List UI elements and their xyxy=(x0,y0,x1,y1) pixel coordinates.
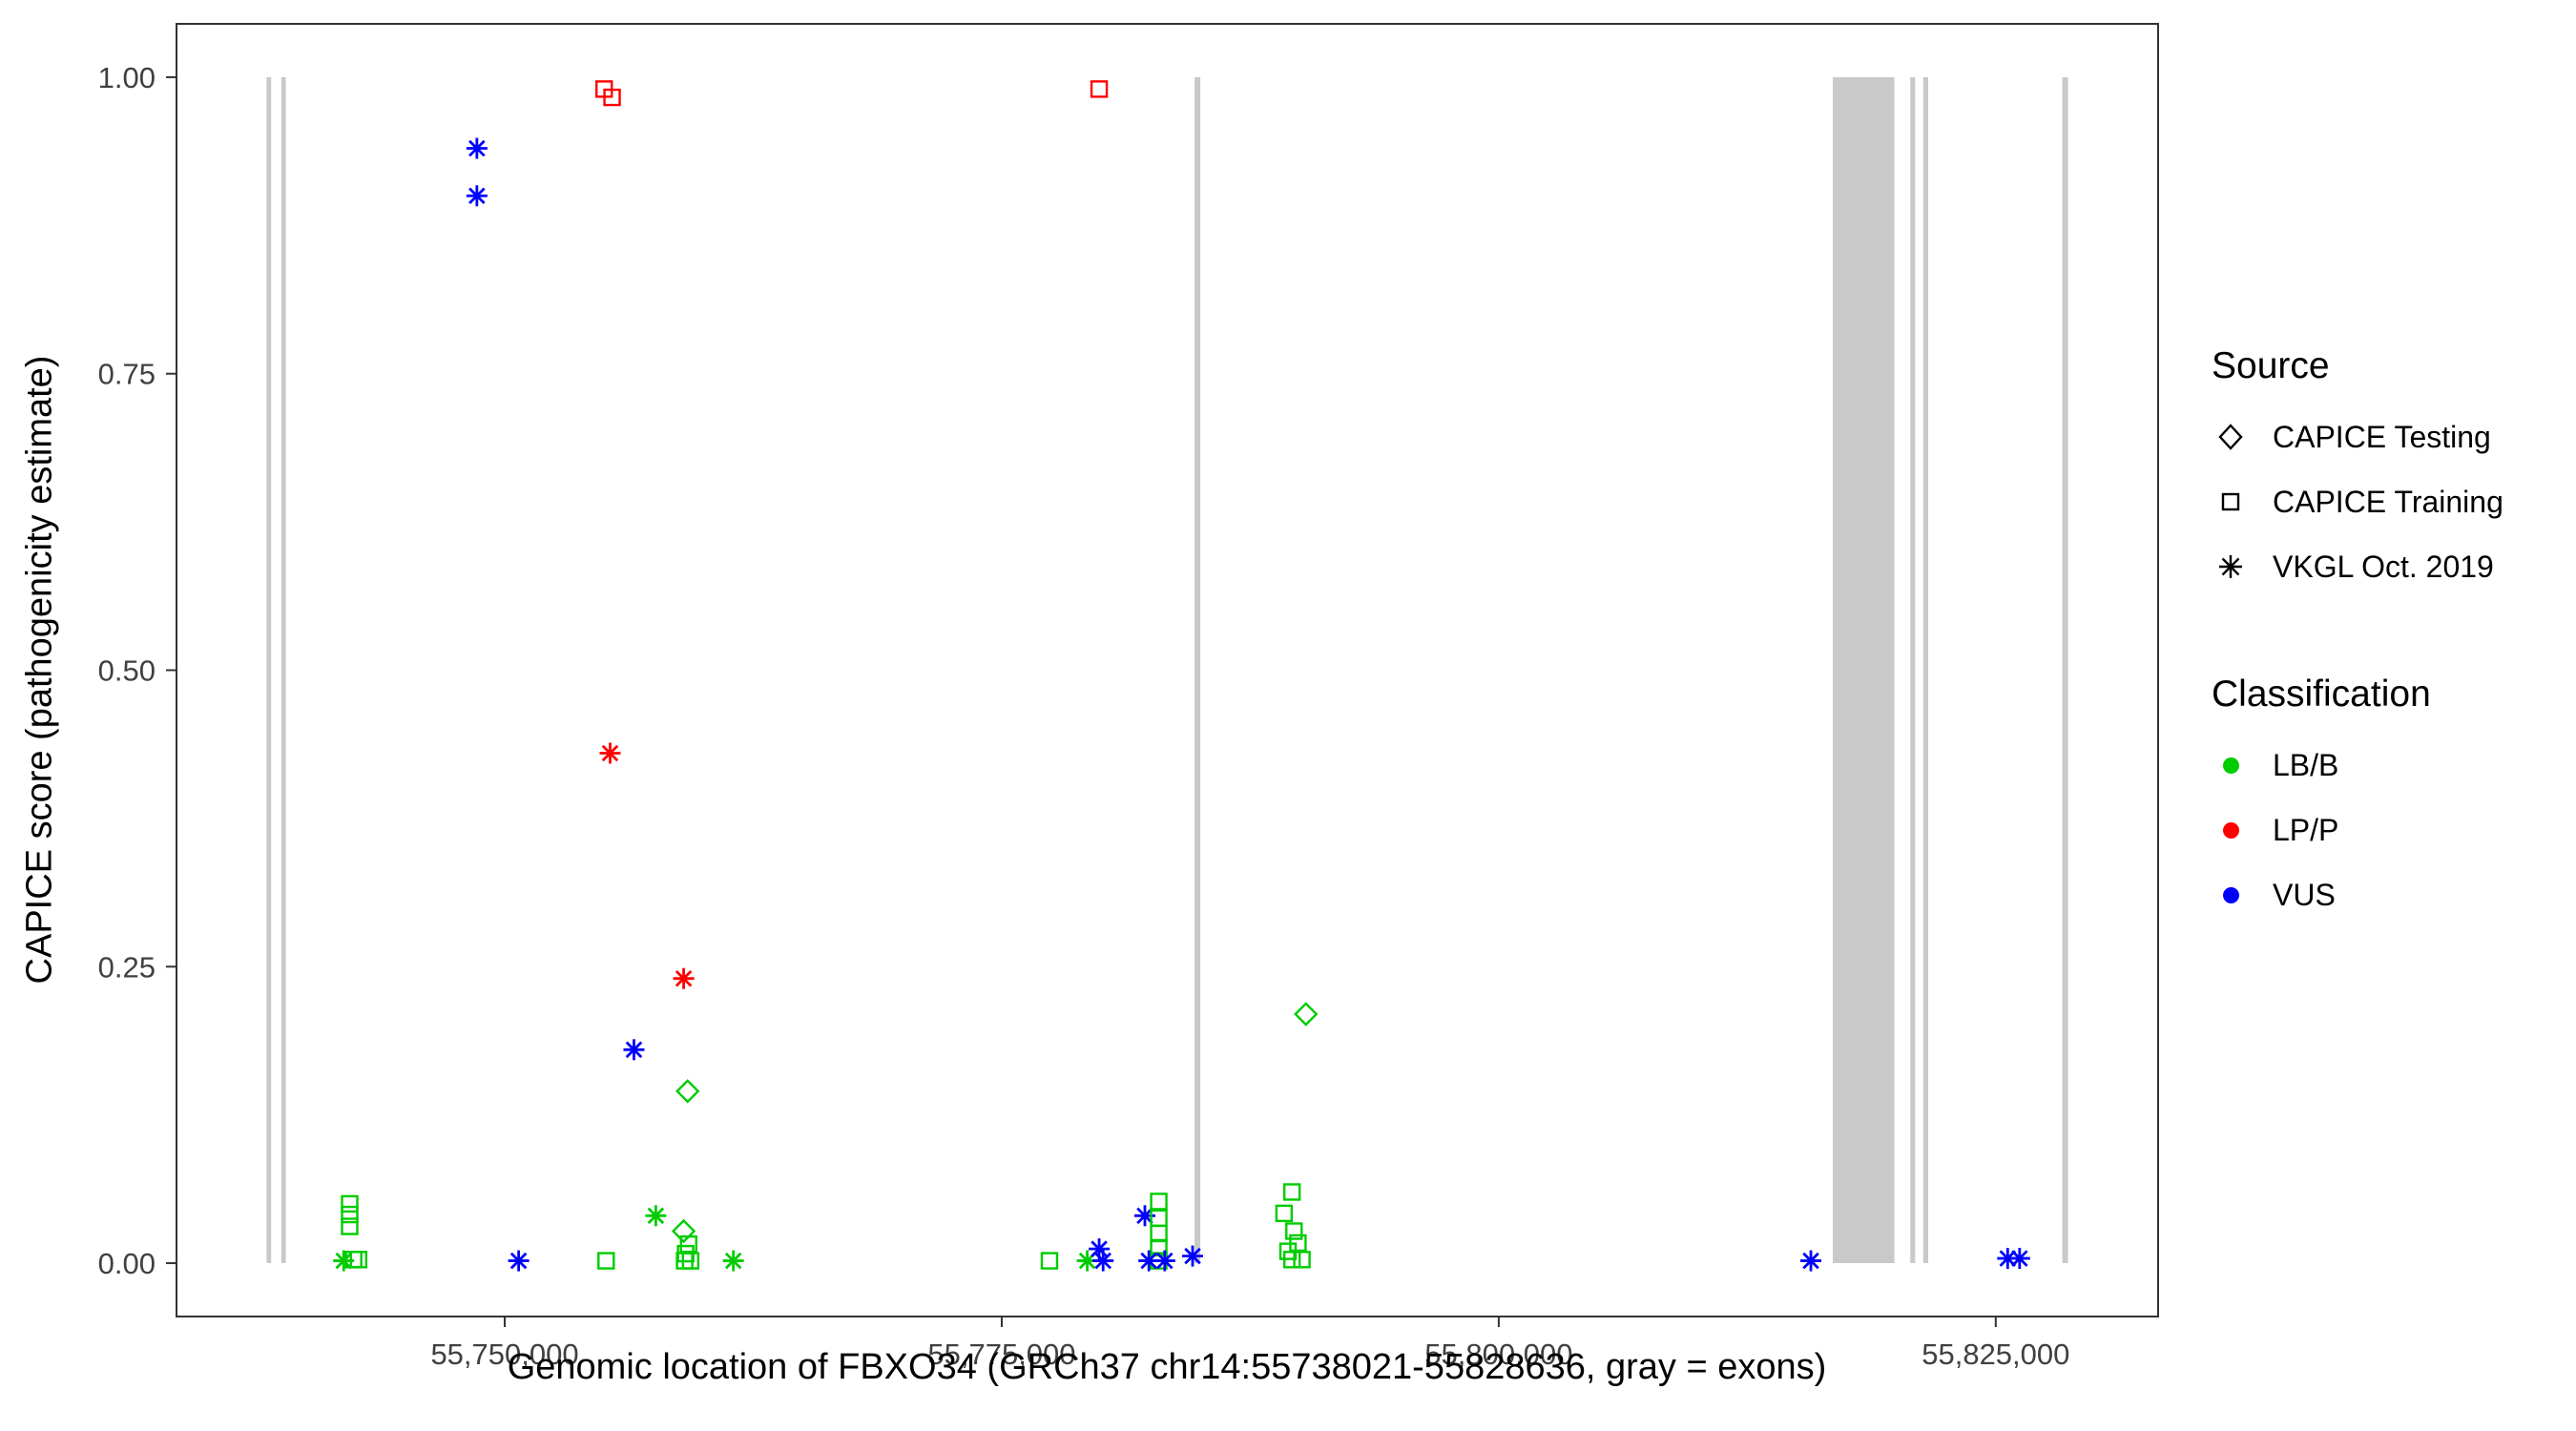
legend-item-capice-testing: CAPICE Testing xyxy=(2212,418,2574,456)
data-point xyxy=(1800,1250,1822,1272)
legend-classification-title: Classification xyxy=(2212,674,2431,715)
data-point xyxy=(349,1251,368,1269)
x-axis-title: Genomic location of FBXO34 (GRCh37 chr14… xyxy=(507,1347,1827,1387)
legend-item-label: VUS xyxy=(2273,877,2336,912)
exon-region xyxy=(1910,76,1916,1263)
data-point xyxy=(1153,1250,1175,1272)
data-point xyxy=(466,185,488,207)
legend-item-lbb: LB/B xyxy=(2212,746,2574,784)
data-point xyxy=(508,1250,530,1272)
legend-item-capice-training: CAPICE Training xyxy=(2212,483,2574,521)
data-point xyxy=(681,1252,700,1270)
data-point xyxy=(1293,1251,1311,1269)
legend-section-classification: Classification LB/B LP/P VUS xyxy=(2212,674,2574,914)
exon-region xyxy=(1833,76,1895,1263)
data-point xyxy=(1282,1183,1301,1201)
data-point xyxy=(623,1039,645,1061)
data-point xyxy=(466,137,488,159)
data-point xyxy=(2008,1248,2030,1270)
vus-dot-icon xyxy=(2212,876,2250,914)
data-point xyxy=(1150,1224,1168,1243)
data-point xyxy=(1181,1245,1203,1267)
data-point xyxy=(341,1205,359,1224)
y-tick-label: 1.00 xyxy=(98,61,156,94)
data-point xyxy=(1285,1222,1303,1240)
legend: Source CAPICE Testing CAPICE Training xyxy=(2212,345,2574,1002)
legend-item-label: VKGL Oct. 2019 xyxy=(2273,549,2494,584)
lbb-dot-icon xyxy=(2212,746,2250,784)
x-tick-label: 55,775,000 xyxy=(927,1338,1075,1371)
y-tick-label: 0.50 xyxy=(98,654,156,688)
data-point xyxy=(341,1194,359,1213)
data-point xyxy=(645,1205,667,1227)
y-tick-label: 0.00 xyxy=(98,1247,156,1280)
data-point xyxy=(1294,1002,1319,1027)
data-point xyxy=(1092,1250,1114,1272)
data-point xyxy=(675,1079,700,1104)
exon-region xyxy=(2062,76,2068,1263)
data-point xyxy=(1090,80,1109,98)
legend-item-vkgl: VKGL Oct. 2019 xyxy=(2212,548,2574,586)
legend-item-label: LB/B xyxy=(2273,747,2339,782)
y-tick-label: 0.25 xyxy=(98,950,156,984)
data-point xyxy=(1282,1251,1301,1269)
data-point xyxy=(1275,1204,1294,1223)
legend-item-vus: VUS xyxy=(2212,876,2574,914)
data-point xyxy=(603,88,621,107)
exon-region xyxy=(266,76,272,1263)
x-tick-label: 55,825,000 xyxy=(1922,1338,2069,1371)
x-tick-label: 55,800,000 xyxy=(1424,1338,1572,1371)
legend-section-source: Source CAPICE Testing CAPICE Training xyxy=(2212,345,2574,586)
exon-region xyxy=(1195,76,1201,1263)
data-point xyxy=(671,1218,696,1244)
x-tick-label: 55,750,000 xyxy=(430,1338,578,1371)
data-point xyxy=(1040,1252,1059,1270)
data-point xyxy=(679,1234,697,1254)
legend-item-label: CAPICE Testing xyxy=(2273,419,2491,454)
exon-region xyxy=(280,76,286,1263)
legend-item-lpp: LP/P xyxy=(2212,811,2574,849)
legend-item-label: LP/P xyxy=(2273,812,2339,847)
data-point xyxy=(599,742,621,764)
y-axis-title: CAPICE score (pathogenicity estimate) xyxy=(19,355,60,985)
legend-source-title: Source xyxy=(2212,345,2330,386)
square-shape-icon xyxy=(2212,483,2250,521)
diamond-shape-icon xyxy=(2212,418,2250,456)
data-point xyxy=(1150,1192,1168,1211)
lpp-dot-icon xyxy=(2212,811,2250,849)
data-point xyxy=(597,1252,615,1270)
exon-region xyxy=(1922,76,1928,1263)
data-point xyxy=(341,1217,359,1235)
asterisk-shape-icon xyxy=(2212,548,2250,586)
data-point xyxy=(1150,1209,1168,1228)
legend-item-label: CAPICE Training xyxy=(2273,484,2503,519)
data-point xyxy=(673,967,695,989)
data-point xyxy=(722,1250,744,1272)
y-tick-label: 0.75 xyxy=(98,358,156,391)
